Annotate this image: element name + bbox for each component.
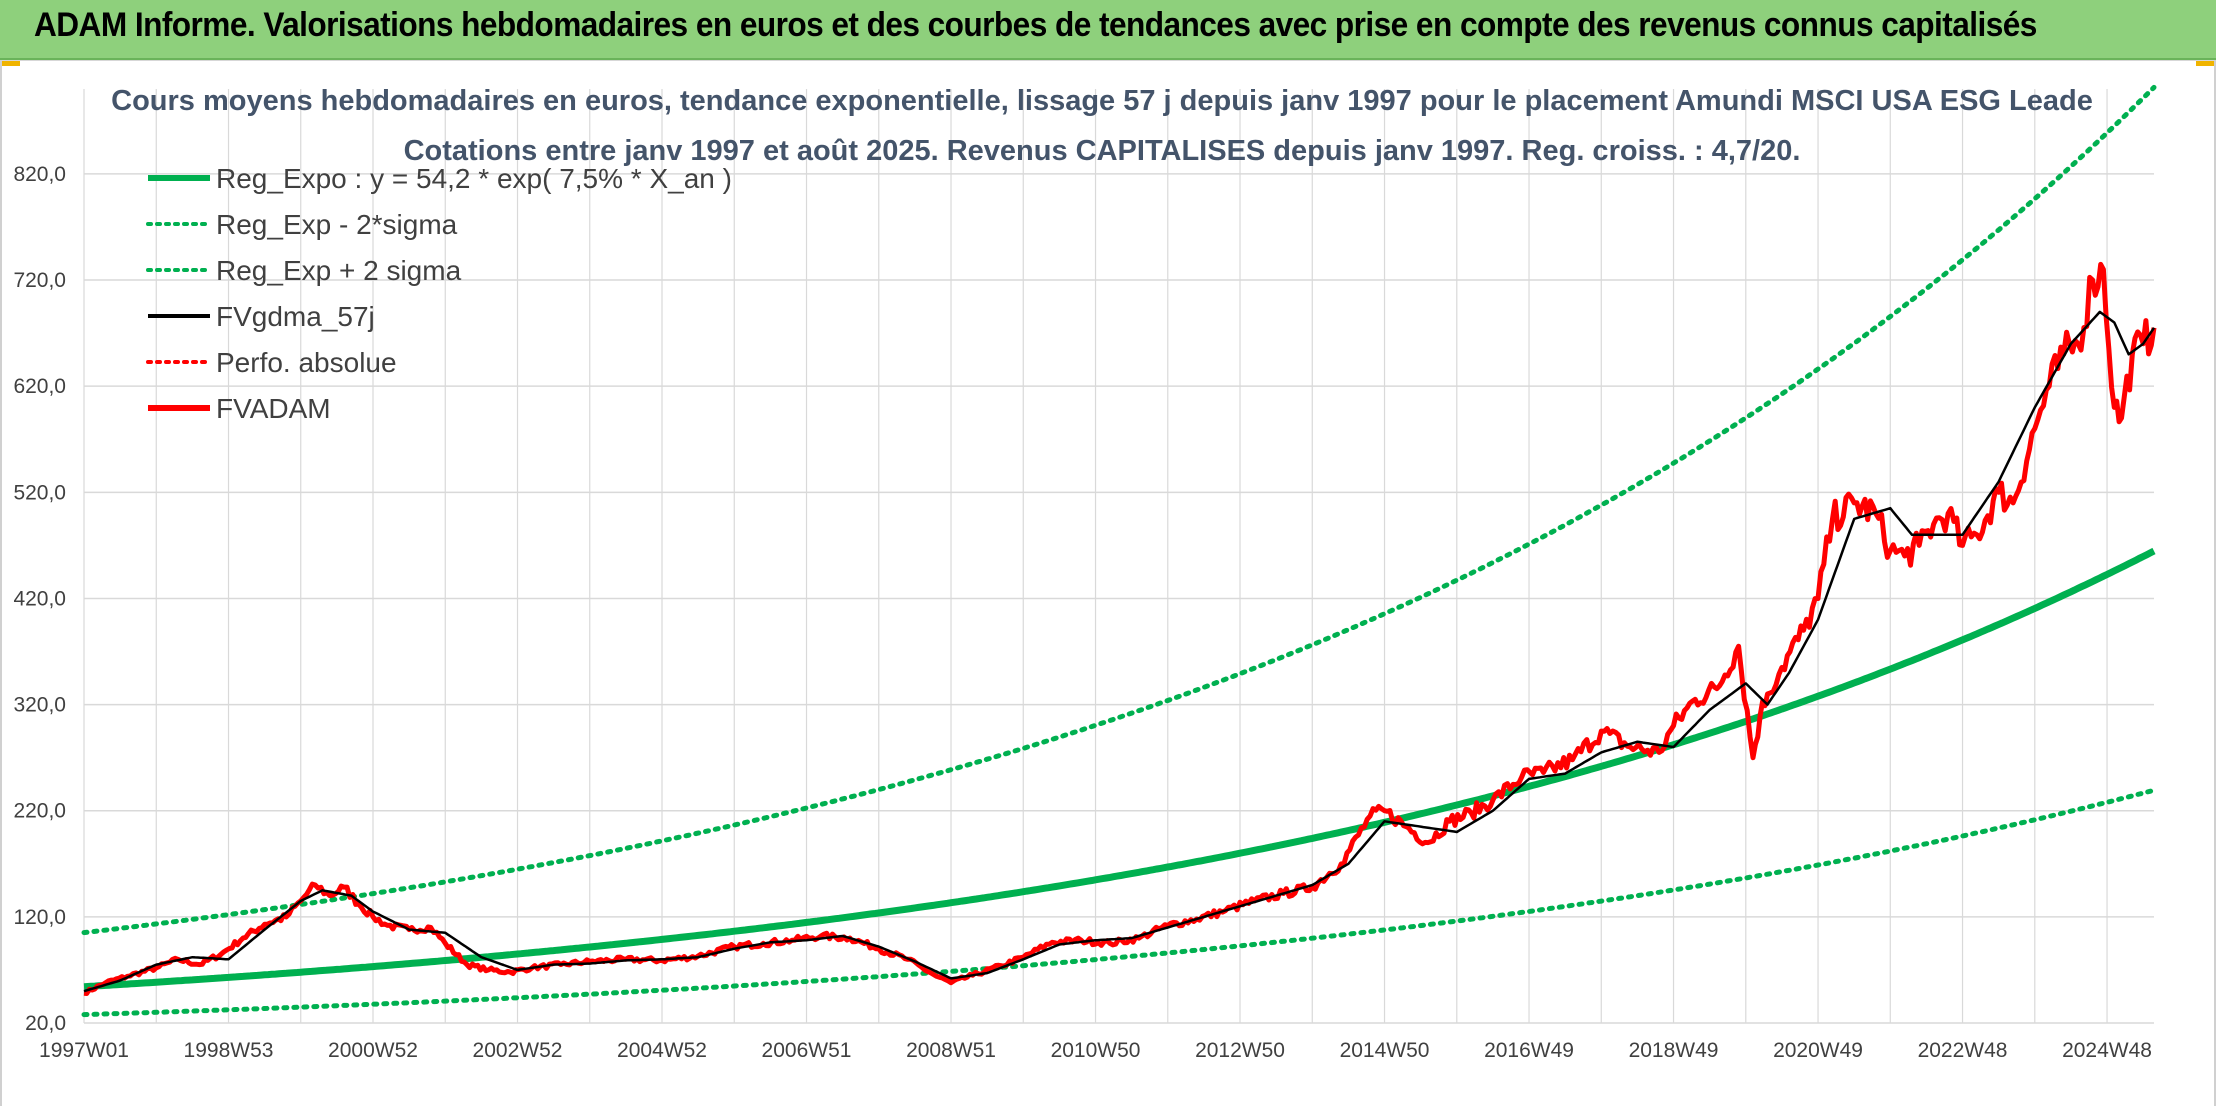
legend-label: Reg_Exp - 2*sigma [216, 209, 458, 240]
x-axis: 1997W01 1998W53 2000W52 2002W52 2004W52 2006W… [39, 1039, 2152, 1062]
x-tick-label: 2024W48 [2062, 1039, 2152, 1062]
y-tick-label: 820,0 [13, 163, 66, 186]
legend-label: Reg_Expo : y = 54,2 * exp( 7,5% * X_an ) [216, 163, 732, 194]
y-tick-label: 520,0 [13, 481, 66, 504]
x-tick-label: 2014W50 [1340, 1039, 1430, 1062]
legend-label: FVADAM [216, 393, 331, 424]
y-tick-label: 120,0 [13, 906, 66, 929]
y-tick-label: 720,0 [13, 269, 66, 292]
legend-label: Reg_Exp + 2 sigma [216, 255, 462, 286]
x-tick-label: 2010W50 [1051, 1039, 1141, 1062]
report-title: ADAM Informe. Valorisations hebdomadaire… [34, 6, 2037, 44]
legend: Reg_Expo : y = 54,2 * exp( 7,5% * X_an )… [146, 163, 732, 424]
chart-title: Cours moyens hebdomadaires en euros, ten… [111, 85, 2093, 117]
x-tick-label: 2006W51 [762, 1039, 852, 1062]
series-fvgdma [83, 310, 2156, 993]
x-tick-label: 2004W52 [617, 1039, 707, 1062]
x-tick-label: 2016W49 [1484, 1039, 1574, 1062]
series-reg-plus-2sigma [81, 84, 2157, 936]
x-tick-label: 2000W52 [328, 1039, 418, 1062]
series-reg-expo [83, 547, 2156, 991]
y-tick-label: 320,0 [13, 694, 66, 717]
x-tick-label: 2002W52 [473, 1039, 563, 1062]
series-reg-minus-2sigma [81, 787, 2157, 1018]
y-tick-label: 420,0 [13, 587, 66, 610]
chart-svg: Cours moyens hebdomadaires en euros, ten… [13, 84, 2157, 1062]
y-tick-label: 20,0 [25, 1012, 66, 1035]
y-tick-label: 220,0 [13, 800, 66, 823]
frame-corner-left [0, 60, 20, 66]
chart-subtitle: Cotations entre janv 1997 et août 2025. … [404, 135, 1801, 167]
legend-label: Perfo. absolue [216, 347, 397, 378]
grid-lines [83, 89, 2154, 1024]
x-tick-label: 1998W53 [184, 1039, 274, 1062]
y-tick-label: 620,0 [13, 375, 66, 398]
chart-frame: Cours moyens hebdomadaires en euros, ten… [0, 60, 2216, 1106]
x-tick-label: 2022W48 [1918, 1039, 2008, 1062]
x-tick-label: 2020W49 [1773, 1039, 1863, 1062]
header-bar: ADAM Informe. Valorisations hebdomadaire… [0, 0, 2216, 60]
frame-corner-right [2196, 60, 2216, 66]
legend-label: FVgdma_57j [216, 301, 375, 332]
x-tick-label: 2008W51 [906, 1039, 996, 1062]
x-tick-label: 1997W01 [39, 1039, 129, 1062]
x-tick-label: 2018W49 [1629, 1039, 1719, 1062]
y-axis: 20,0 120,0 220,0 320,0 420,0 520,0 620,0 720,0 8… [13, 163, 66, 1035]
x-tick-label: 2012W50 [1195, 1039, 1285, 1062]
series-group [81, 84, 2157, 1018]
